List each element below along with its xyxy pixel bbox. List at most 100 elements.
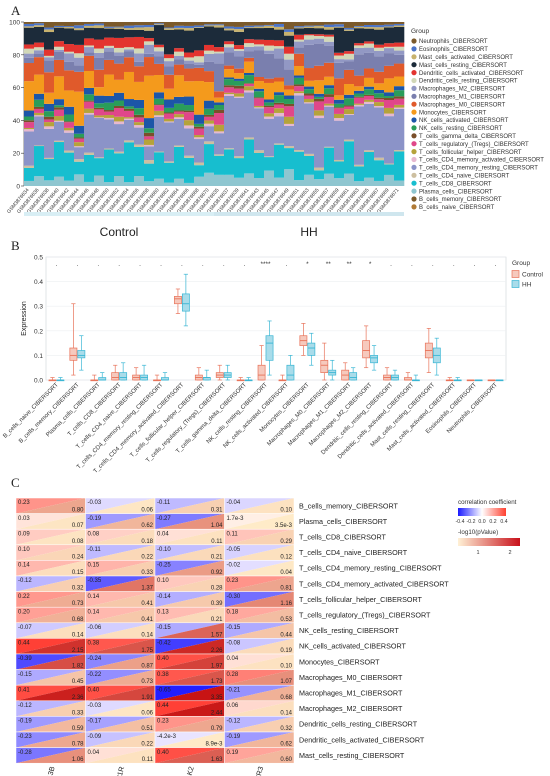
bar-segment [204, 114, 215, 117]
bar-segment [94, 157, 105, 159]
bar-segment [124, 110, 135, 118]
corr-label: 1.7e-3 [227, 516, 245, 522]
bar-segment [294, 41, 305, 48]
bar-segment [394, 50, 405, 55]
bar-segment [384, 43, 395, 47]
bar-segment [94, 109, 105, 116]
significance-label: . [202, 261, 204, 268]
boxplot-chart: 0.00.10.20.30.40.5Expression.B_cells_nai… [2, 255, 543, 475]
bar-segment [354, 96, 365, 98]
bar-segment [304, 68, 315, 81]
bar-segment [134, 61, 145, 67]
bar-segment [34, 99, 45, 107]
p-label: 2.44 [211, 710, 223, 716]
bar-segment [114, 176, 125, 186]
legend-marker [511, 270, 520, 278]
row-label: NK_cells_activated_CIBERSORT [299, 642, 407, 651]
legend-label: Plasma_cells_CIBERSORT [419, 189, 493, 195]
bar-segment [214, 22, 225, 25]
bar-segment [124, 29, 135, 38]
p-label: 0.22 [141, 742, 153, 748]
heatmap-cell-p [16, 654, 86, 670]
bar-segment [114, 124, 125, 152]
bar-segment [234, 49, 245, 51]
bar-segment [164, 28, 175, 30]
bar-segment [44, 103, 55, 112]
row-label: Mast_cells_resting_CIBERSORT [299, 751, 405, 760]
corr-label: -0.15 [157, 625, 171, 631]
bar-segment [54, 25, 65, 28]
box-iqr [265, 335, 274, 361]
bar-segment [34, 106, 45, 109]
bar-segment [244, 51, 255, 58]
bar-segment [174, 64, 185, 76]
bar-segment [334, 22, 345, 25]
legend-tick-corr: 0.2 [489, 519, 496, 525]
bar-segment [114, 52, 125, 56]
bar-segment [74, 138, 85, 143]
legend-marker [411, 156, 417, 163]
bar-segment [374, 29, 385, 45]
group-label-control: Control [100, 225, 139, 239]
corr-label: 0.03 [18, 516, 30, 522]
panel-label-c: C [11, 475, 20, 490]
legend-tick-corr: -0.2 [467, 519, 476, 525]
bar-segment [134, 29, 145, 37]
bar-segment [354, 90, 365, 94]
bar-segment [314, 35, 325, 39]
p-label: 3.35 [211, 695, 223, 701]
bar-segment [114, 63, 125, 80]
bar-segment [334, 118, 345, 121]
bar-segment [274, 144, 285, 178]
bar-segment [34, 108, 45, 113]
legend-marker [411, 141, 417, 147]
bar-segment [74, 133, 85, 138]
legend-marker [411, 133, 417, 139]
bar-segment [144, 75, 155, 119]
corr-label: 0.38 [88, 641, 100, 647]
bar-segment [334, 95, 345, 100]
bar-segment [64, 27, 75, 29]
bar-segment [154, 110, 165, 116]
p-label: 0.80 [72, 508, 84, 514]
legend-marker [411, 46, 417, 52]
bar-segment [164, 22, 175, 28]
bar-segment [394, 98, 405, 105]
bar-segment [214, 91, 225, 98]
bar-segment [164, 27, 175, 29]
bar-segment [214, 102, 225, 106]
legend-marker [411, 125, 417, 131]
bar-segment [164, 162, 175, 183]
bar-segment [314, 26, 325, 29]
corr-label: 0.44 [18, 641, 30, 647]
p-label: 1.63 [211, 757, 223, 763]
bar-segment [354, 103, 365, 105]
legend-tick-corr: 0.0 [478, 519, 485, 525]
bar-segment [94, 52, 105, 58]
bar-segment [44, 122, 55, 127]
p-label: 1.57 [211, 632, 223, 638]
bar-segment [284, 53, 295, 60]
bar-segment [264, 45, 275, 51]
bar-segment [324, 85, 335, 89]
bar-segment [74, 22, 85, 26]
box-iqr [181, 293, 190, 312]
bar-segment [184, 120, 195, 126]
bar-segment [54, 59, 65, 77]
p-label: 0.21 [211, 554, 223, 560]
legend-label: T_cells_CD8_CIBERSORT [419, 181, 492, 187]
bar-segment [364, 99, 375, 102]
bar-segment [24, 110, 35, 117]
bar-segment [334, 24, 345, 27]
bar-segment [84, 114, 95, 153]
corr-label: 0.20 [18, 609, 30, 615]
legend-label: T_cells_gamma_delta_CIBERSORT [419, 134, 516, 140]
bar-segment [24, 127, 35, 130]
bar-segment [354, 181, 365, 186]
bar-segment [164, 107, 175, 113]
heatmap-cell-p [224, 576, 294, 592]
bar-segment [84, 45, 95, 48]
bar-segment [74, 57, 85, 66]
significance-label: . [76, 261, 78, 268]
bar-segment [254, 105, 265, 108]
